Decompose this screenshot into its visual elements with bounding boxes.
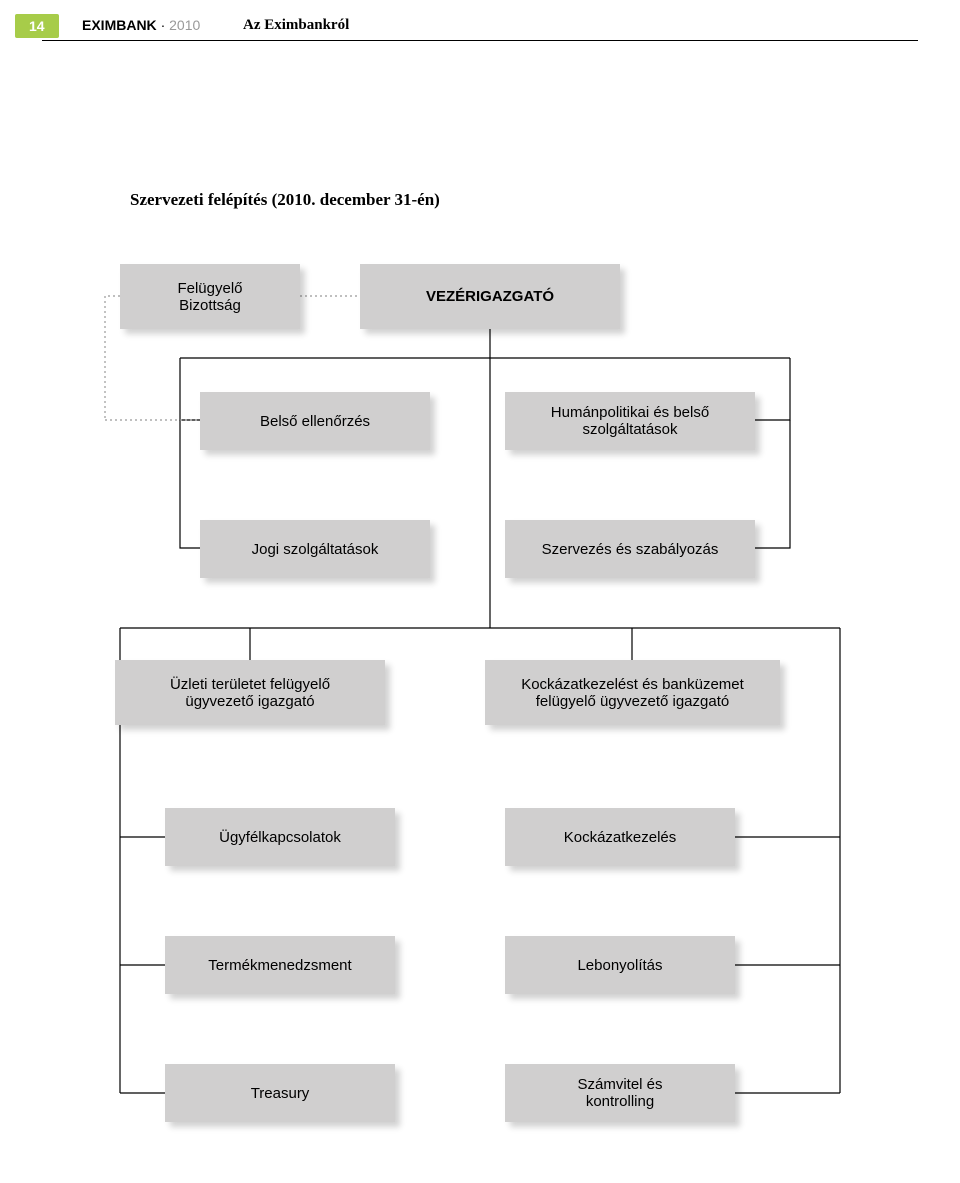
org-node-label: Kockázatkezelés: [564, 829, 677, 846]
org-node-label: Üzleti területet felügyelő: [170, 676, 330, 693]
org-chart: FelügyelőBizottság VEZÉRIGAZGATÓ Belső ell…: [0, 0, 960, 1183]
org-node-label: Humánpolitikai és belső: [551, 404, 709, 421]
org-node-label: felügyelő ügyvezető igazgató: [536, 693, 729, 710]
org-node-label: Jogi szolgáltatások: [252, 541, 379, 558]
org-node-humanpolitikai: Humánpolitikai és belsőszolgáltatások: [505, 392, 755, 450]
org-node-label: VEZÉRIGAZGATÓ: [426, 288, 554, 305]
org-node-treasury: Treasury: [165, 1064, 395, 1122]
org-node-szamvitel: Számvitel éskontrolling: [505, 1064, 735, 1122]
org-node-label: Ügyfélkapcsolatok: [219, 829, 341, 846]
org-node-vezerigazgato: VEZÉRIGAZGATÓ: [360, 264, 620, 329]
org-node-label: kontrolling: [586, 1093, 654, 1110]
org-node-label: ügyvezető igazgató: [185, 693, 314, 710]
org-node-label: Belső ellenőrzés: [260, 413, 370, 430]
org-node-kockazat-bankuzem: Kockázatkezelést és banküzemetfelügyelő …: [485, 660, 780, 725]
org-node-label: Felügyelő: [177, 280, 242, 297]
org-node-kockazatkezeles: Kockázatkezelés: [505, 808, 735, 866]
org-node-uzleti: Üzleti területet felügyelőügyvezető igaz…: [115, 660, 385, 725]
org-node-label: Termékmenedzsment: [208, 957, 351, 974]
org-node-jogi: Jogi szolgáltatások: [200, 520, 430, 578]
org-node-belso-ellenorzes: Belső ellenőrzés: [200, 392, 430, 450]
org-node-label: Bizottság: [179, 297, 241, 314]
org-node-ugyfelkapcsolatok: Ügyfélkapcsolatok: [165, 808, 395, 866]
org-node-szervezes: Szervezés és szabályozás: [505, 520, 755, 578]
org-node-label: Kockázatkezelést és banküzemet: [521, 676, 744, 693]
org-node-termekmenedzsment: Termékmenedzsment: [165, 936, 395, 994]
org-node-label: Treasury: [251, 1085, 310, 1102]
org-node-felugyelo-bizottsag: FelügyelőBizottság: [120, 264, 300, 329]
org-node-label: Lebonyolítás: [577, 957, 662, 974]
org-node-label: szolgáltatások: [582, 421, 677, 438]
org-node-lebonyolitas: Lebonyolítás: [505, 936, 735, 994]
org-node-label: Számvitel és: [577, 1076, 662, 1093]
org-node-label: Szervezés és szabályozás: [542, 541, 719, 558]
